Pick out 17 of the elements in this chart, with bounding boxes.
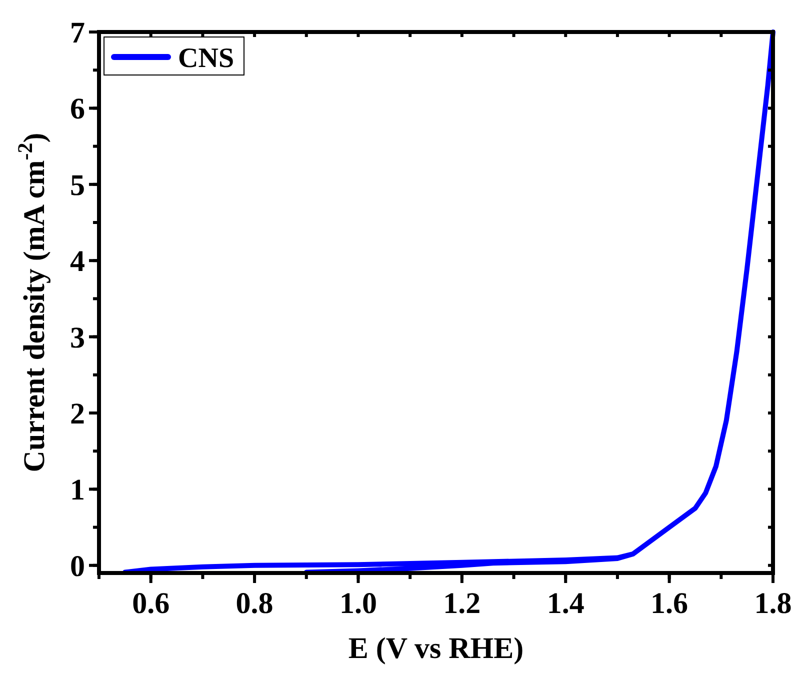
- y-tick-label: 7: [70, 16, 85, 50]
- x-tick-label: 1.2: [443, 587, 481, 620]
- x-tick-label: 0.8: [236, 587, 274, 620]
- x-tick-label: 0.6: [132, 587, 170, 620]
- x-tick-label: 1.4: [546, 587, 584, 620]
- y-tick-label: 1: [70, 474, 85, 507]
- x-axis-title: E (V vs RHE): [348, 632, 524, 665]
- x-tick-label: 1.0: [339, 587, 377, 620]
- x-tick-label: 1.8: [754, 587, 792, 620]
- y-tick-label: 4: [70, 245, 85, 278]
- y-tick-label: 3: [70, 321, 85, 354]
- legend-label: CNS: [178, 42, 234, 74]
- y-tick-label: 0: [70, 550, 85, 583]
- y-tick-label: 6: [70, 92, 85, 126]
- x-tick-label: 1.6: [650, 587, 688, 620]
- y-tick-label: 2: [70, 397, 85, 430]
- y-tick-label: 5: [70, 168, 85, 202]
